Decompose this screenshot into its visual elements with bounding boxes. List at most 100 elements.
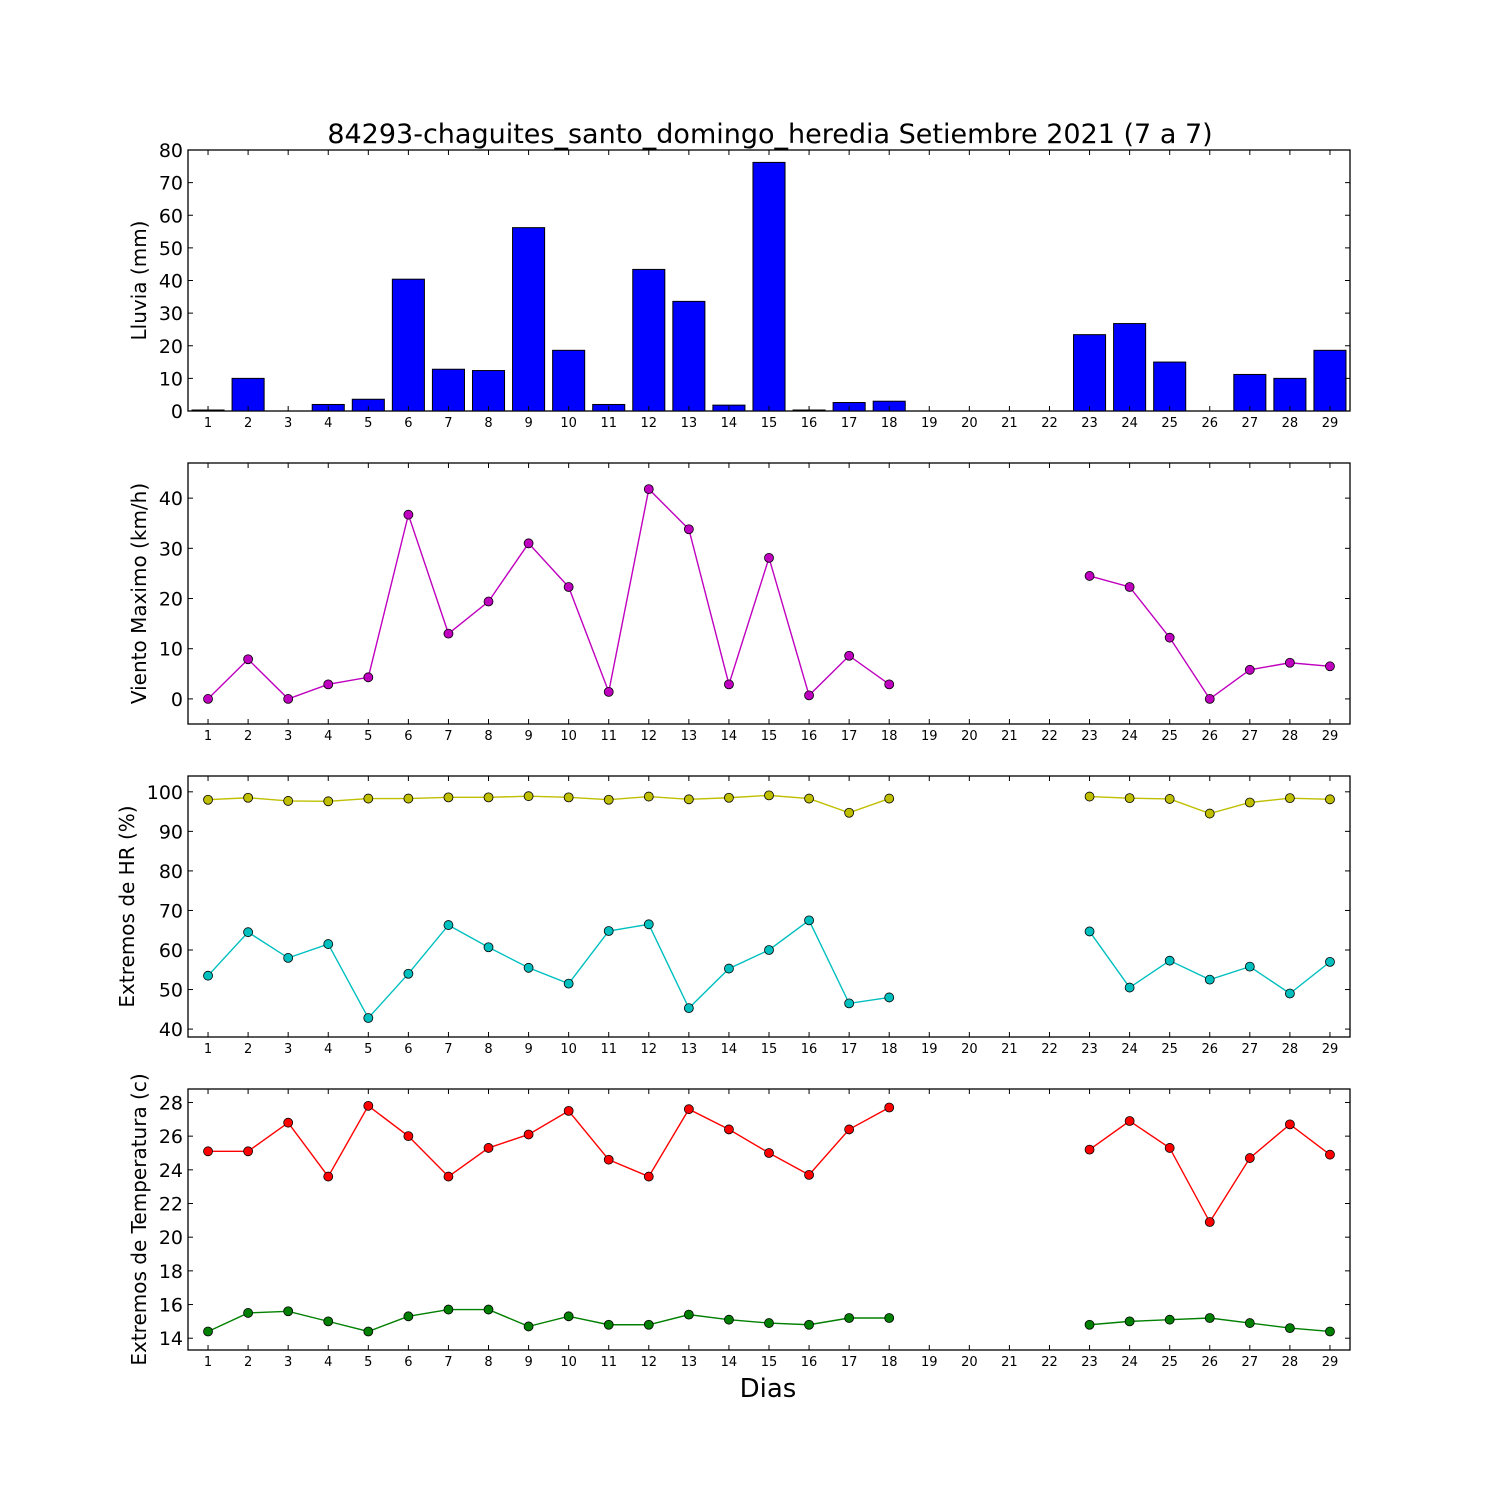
data-point-temperatura-0 bbox=[203, 1146, 213, 1157]
data-point-viento-0 bbox=[683, 524, 694, 535]
xtick-label: 28 bbox=[1282, 1042, 1299, 1057]
ytick-label: 20 bbox=[159, 589, 183, 611]
plot-frame-temperatura bbox=[187, 1088, 1351, 1351]
data-point-hr-0 bbox=[683, 794, 694, 805]
xtick-label: 21 bbox=[1001, 416, 1018, 431]
xtick-label: 21 bbox=[1001, 1355, 1018, 1370]
data-point-hr-1 bbox=[1084, 926, 1095, 937]
xtick-label: 22 bbox=[1041, 729, 1058, 744]
data-point-temperatura-1 bbox=[1084, 1319, 1095, 1330]
data-point-hr-1 bbox=[483, 942, 494, 953]
data-point-temperatura-0 bbox=[1204, 1217, 1215, 1227]
ytick-label: 28 bbox=[159, 1092, 183, 1114]
xtick-label: 19 bbox=[921, 1355, 938, 1370]
xtick-label: 4 bbox=[324, 1355, 332, 1370]
data-point-temperatura-1 bbox=[563, 1311, 574, 1322]
xtick-label: 13 bbox=[681, 1042, 698, 1057]
xtick-label: 13 bbox=[681, 416, 698, 431]
data-point-temperatura-0 bbox=[443, 1171, 454, 1182]
data-point-hr-1 bbox=[1124, 982, 1135, 993]
xtick-label: 15 bbox=[761, 729, 778, 744]
xtick-label: 14 bbox=[721, 1042, 738, 1057]
series-line-temperatura-0 bbox=[1089, 1120, 1331, 1224]
xtick-label: 17 bbox=[841, 1355, 858, 1370]
data-point-hr-1 bbox=[844, 998, 855, 1009]
axes-temperatura: 1 2 3 4 5 6 7 8 9 10 11 12 13 14 15 16 17 18 19 20 21 22 23 24 2… bbox=[159, 1089, 1350, 1370]
xtick-label: 4 bbox=[324, 1042, 332, 1057]
data-point-viento-0 bbox=[283, 694, 294, 704]
xtick-label: 16 bbox=[801, 729, 818, 744]
xtick-label: 14 bbox=[721, 729, 738, 744]
data-point-temperatura-0 bbox=[643, 1171, 654, 1182]
data-point-viento-0 bbox=[724, 679, 734, 690]
xtick-label: 13 bbox=[681, 729, 698, 744]
data-point-temperatura-1 bbox=[363, 1326, 374, 1337]
xtick-label: 27 bbox=[1242, 729, 1259, 744]
xtick-label: 22 bbox=[1041, 1042, 1058, 1057]
xtick-label: 5 bbox=[364, 1042, 372, 1057]
bar-lluvia bbox=[1233, 373, 1267, 412]
xtick-label: 25 bbox=[1161, 416, 1178, 431]
data-point-hr-0 bbox=[243, 792, 254, 803]
data-point-temperatura-1 bbox=[764, 1318, 774, 1328]
marks-lluvia bbox=[191, 161, 1347, 412]
data-point-temperatura-1 bbox=[1325, 1326, 1335, 1337]
data-point-hr-1 bbox=[523, 962, 534, 973]
marks-viento bbox=[203, 484, 1335, 704]
ytick-label: 30 bbox=[159, 538, 183, 560]
xtick-label: 11 bbox=[600, 729, 617, 744]
data-point-hr-1 bbox=[323, 939, 334, 949]
ytick-label: 30 bbox=[159, 303, 183, 325]
xtick-label: 6 bbox=[404, 1042, 412, 1057]
xtick-label: 17 bbox=[841, 416, 858, 431]
xtick-label: 15 bbox=[761, 1355, 778, 1370]
data-point-hr-0 bbox=[603, 794, 614, 805]
xtick-label: 18 bbox=[881, 1042, 898, 1057]
data-point-viento-0 bbox=[203, 694, 213, 704]
data-point-temperatura-0 bbox=[403, 1131, 414, 1142]
data-point-hr-0 bbox=[1124, 793, 1135, 804]
data-point-temperatura-0 bbox=[844, 1124, 855, 1135]
data-point-temperatura-1 bbox=[403, 1311, 414, 1322]
xtick-label: 6 bbox=[404, 1355, 412, 1370]
xtick-label: 28 bbox=[1282, 729, 1299, 744]
series-line-viento-0 bbox=[1089, 575, 1331, 700]
xtick-label: 10 bbox=[560, 729, 577, 744]
data-point-temperatura-0 bbox=[764, 1148, 774, 1158]
data-point-hr-0 bbox=[764, 790, 774, 801]
ytick-label: 70 bbox=[159, 173, 183, 195]
data-point-temperatura-1 bbox=[283, 1306, 294, 1317]
data-point-hr-0 bbox=[643, 791, 654, 802]
data-point-hr-0 bbox=[523, 791, 534, 802]
bar-lluvia bbox=[231, 377, 265, 412]
xtick-label: 2 bbox=[244, 1355, 252, 1370]
data-point-hr-0 bbox=[283, 796, 294, 806]
xtick-label: 27 bbox=[1242, 1355, 1259, 1370]
series-line-hr-0 bbox=[207, 794, 890, 814]
ylabel-lluvia: Lluvia (mm) bbox=[127, 221, 151, 341]
ytick-label: 50 bbox=[159, 980, 183, 1002]
data-point-temperatura-0 bbox=[563, 1105, 574, 1116]
xtick-label: 7 bbox=[444, 729, 452, 744]
bar-lluvia bbox=[512, 227, 546, 412]
bar-lluvia bbox=[1073, 334, 1107, 412]
chart-title: 84293-chaguites_santo_domingo_heredia Se… bbox=[327, 119, 1212, 150]
xtick-label: 2 bbox=[244, 416, 252, 431]
data-point-temperatura-1 bbox=[1244, 1318, 1255, 1328]
data-point-temperatura-0 bbox=[1284, 1119, 1295, 1130]
data-point-hr-1 bbox=[363, 1013, 374, 1023]
marks-temperatura bbox=[203, 1100, 1335, 1337]
ytick-label: 100 bbox=[147, 782, 183, 804]
plot-frame-hr bbox=[187, 775, 1351, 1038]
xtick-label: 16 bbox=[801, 1355, 818, 1370]
data-point-temperatura-1 bbox=[643, 1319, 654, 1330]
xtick-label: 24 bbox=[1121, 1355, 1138, 1370]
data-point-viento-0 bbox=[884, 679, 895, 690]
xtick-label: 19 bbox=[921, 416, 938, 431]
bar-lluvia bbox=[1313, 349, 1347, 412]
xtick-label: 6 bbox=[404, 416, 412, 431]
xtick-label: 1 bbox=[204, 729, 212, 744]
xtick-label: 9 bbox=[524, 416, 532, 431]
bar-lluvia bbox=[552, 349, 586, 412]
xtick-label: 25 bbox=[1161, 729, 1178, 744]
